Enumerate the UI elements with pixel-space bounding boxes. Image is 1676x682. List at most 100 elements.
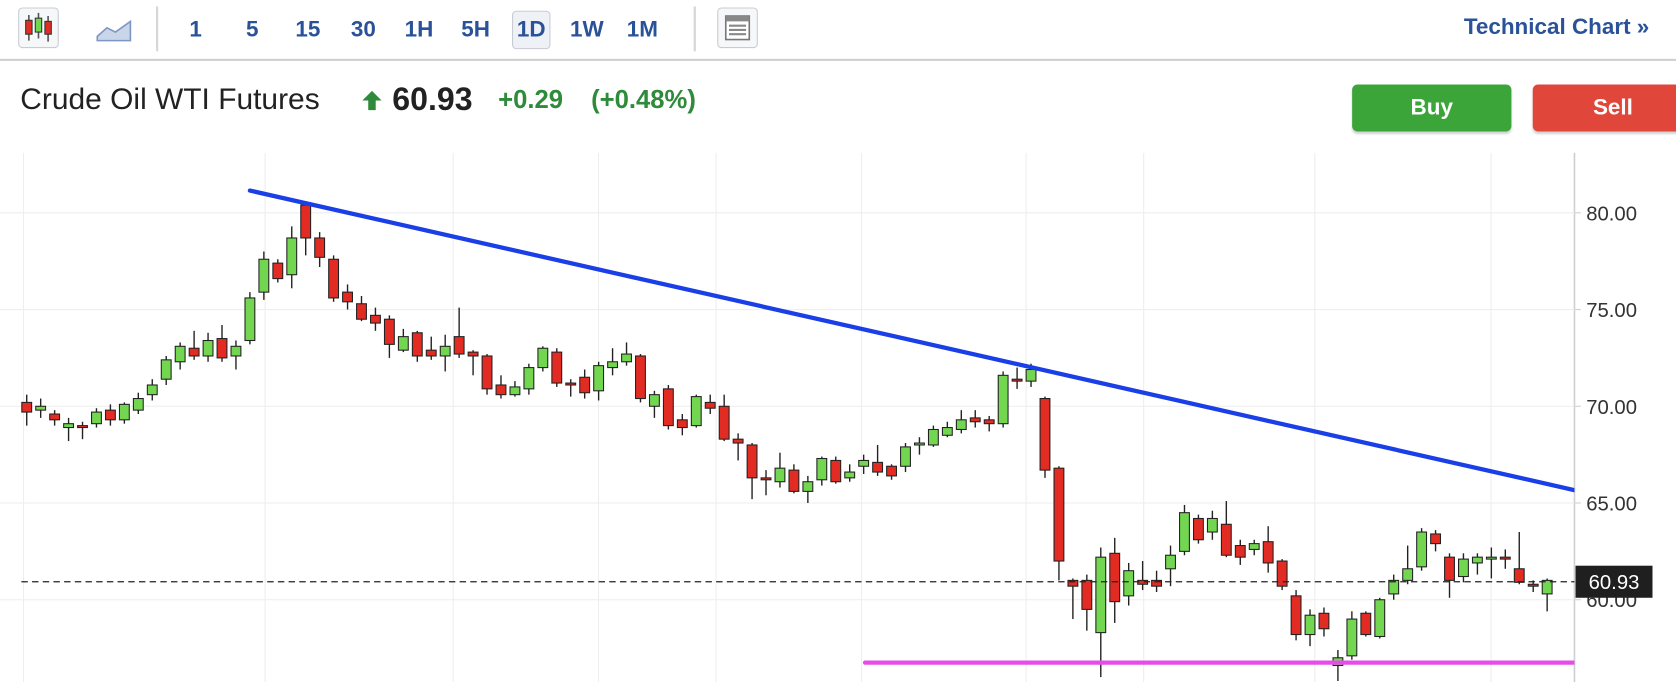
- candle-body: [272, 262, 284, 280]
- candle-body: [565, 382, 577, 386]
- candle-body: [118, 403, 130, 421]
- instrument-title: Crude Oil WTI Futures: [20, 82, 320, 116]
- candle-body: [1081, 579, 1093, 610]
- candle-body: [774, 467, 786, 483]
- candle-body: [913, 442, 925, 446]
- area-icon[interactable]: [94, 13, 135, 45]
- candle-body: [830, 459, 842, 483]
- candle-body: [635, 355, 646, 400]
- candle-body: [244, 297, 256, 342]
- interval-button[interactable]: 30: [350, 17, 376, 42]
- candle-body: [1360, 612, 1372, 636]
- layout-icon[interactable]: [717, 7, 758, 49]
- candle-body: [593, 365, 605, 392]
- interval-button[interactable]: 1M: [626, 17, 658, 42]
- candle-body: [453, 336, 465, 355]
- candle-body: [63, 423, 75, 429]
- candle-body: [1151, 579, 1163, 587]
- candle-body: [1290, 595, 1302, 636]
- candle-body: [523, 367, 535, 390]
- candle-body: [1095, 556, 1107, 634]
- candle-body: [1053, 467, 1065, 562]
- interval-button[interactable]: 5H: [461, 17, 490, 42]
- separator: [693, 6, 696, 52]
- candle-body: [1192, 517, 1204, 541]
- candle-body: [872, 461, 884, 473]
- candle-body: [927, 428, 939, 446]
- candle-body: [1430, 533, 1442, 545]
- candle-body: [425, 349, 437, 357]
- candle-body: [718, 405, 730, 440]
- buy-button[interactable]: Buy: [1352, 84, 1512, 132]
- candle-body: [1123, 570, 1135, 597]
- candle-body: [900, 446, 911, 467]
- candle-body: [481, 355, 493, 390]
- candle-body: [104, 409, 116, 421]
- candle-body: [1402, 568, 1414, 581]
- candle-body: [1039, 398, 1051, 471]
- candle-body: [1416, 531, 1428, 568]
- interval-button[interactable]: 1W: [569, 17, 604, 42]
- plot-area: [21, 188, 1575, 681]
- interval-button[interactable]: 1: [189, 17, 202, 42]
- candle-body: [216, 338, 228, 359]
- candle-body: [146, 384, 158, 396]
- candle-body: [202, 339, 214, 357]
- candle-body: [1304, 614, 1316, 636]
- icon: [25, 12, 52, 42]
- candle-body: [997, 374, 1009, 425]
- candle-body: [844, 471, 856, 479]
- separator: [156, 6, 159, 52]
- overlay: 60.93: [21, 565, 1653, 598]
- candle-body: [342, 291, 353, 303]
- candle-body: [467, 351, 479, 357]
- candle-body: [1025, 368, 1037, 382]
- up-arrow: [362, 90, 382, 111]
- candle-body: [858, 459, 870, 467]
- y-tick-label: 70.00: [1586, 397, 1637, 419]
- candle-body: [788, 469, 800, 492]
- candle-body: [21, 401, 33, 413]
- candle-body: [662, 388, 674, 427]
- candle-body: [314, 237, 326, 258]
- candle-body: [1458, 558, 1469, 578]
- candle-body: [648, 394, 660, 407]
- candle-body: [1011, 378, 1023, 382]
- candle-body: [1206, 517, 1218, 533]
- interval-button[interactable]: 1D: [511, 10, 551, 50]
- candle-body: [1248, 543, 1260, 550]
- candle-body: [1234, 545, 1246, 558]
- candle-body: [1541, 579, 1553, 595]
- interval-button[interactable]: 15: [295, 17, 321, 42]
- change-percent: (+0.48%): [591, 85, 696, 115]
- candle-body: [509, 386, 521, 396]
- sell-button[interactable]: Sell: [1532, 84, 1676, 132]
- change: +0.29: [498, 85, 564, 115]
- candle-body: [760, 477, 772, 481]
- candle-body: [1179, 512, 1190, 552]
- y-tick-label: 75.00: [1586, 300, 1637, 322]
- candle-body: [704, 401, 716, 409]
- candle-body: [35, 405, 47, 411]
- vertical-grid: [22, 152, 1492, 682]
- trend-line: [247, 188, 1575, 493]
- candle-body: [1220, 523, 1232, 556]
- candle-body: [1262, 541, 1274, 564]
- technical-chart-link[interactable]: Technical Chart »: [1463, 14, 1650, 40]
- candle-body: [91, 411, 102, 425]
- interval-button[interactable]: 1H: [404, 17, 434, 42]
- interval-button[interactable]: 5: [246, 17, 259, 42]
- candle-body: [955, 419, 967, 431]
- candle-body: [886, 465, 898, 477]
- candle-body: [1499, 556, 1511, 560]
- candle-body: [174, 345, 186, 363]
- candle-body: [537, 347, 549, 369]
- y-tick-label: 80.00: [1586, 203, 1637, 225]
- candle-body: [1471, 556, 1483, 564]
- candle-body: [1444, 556, 1455, 581]
- last-price-box: [1575, 565, 1653, 598]
- candle-body: [1165, 554, 1176, 570]
- candle-icon[interactable]: [18, 7, 59, 49]
- candle-body: [802, 481, 814, 492]
